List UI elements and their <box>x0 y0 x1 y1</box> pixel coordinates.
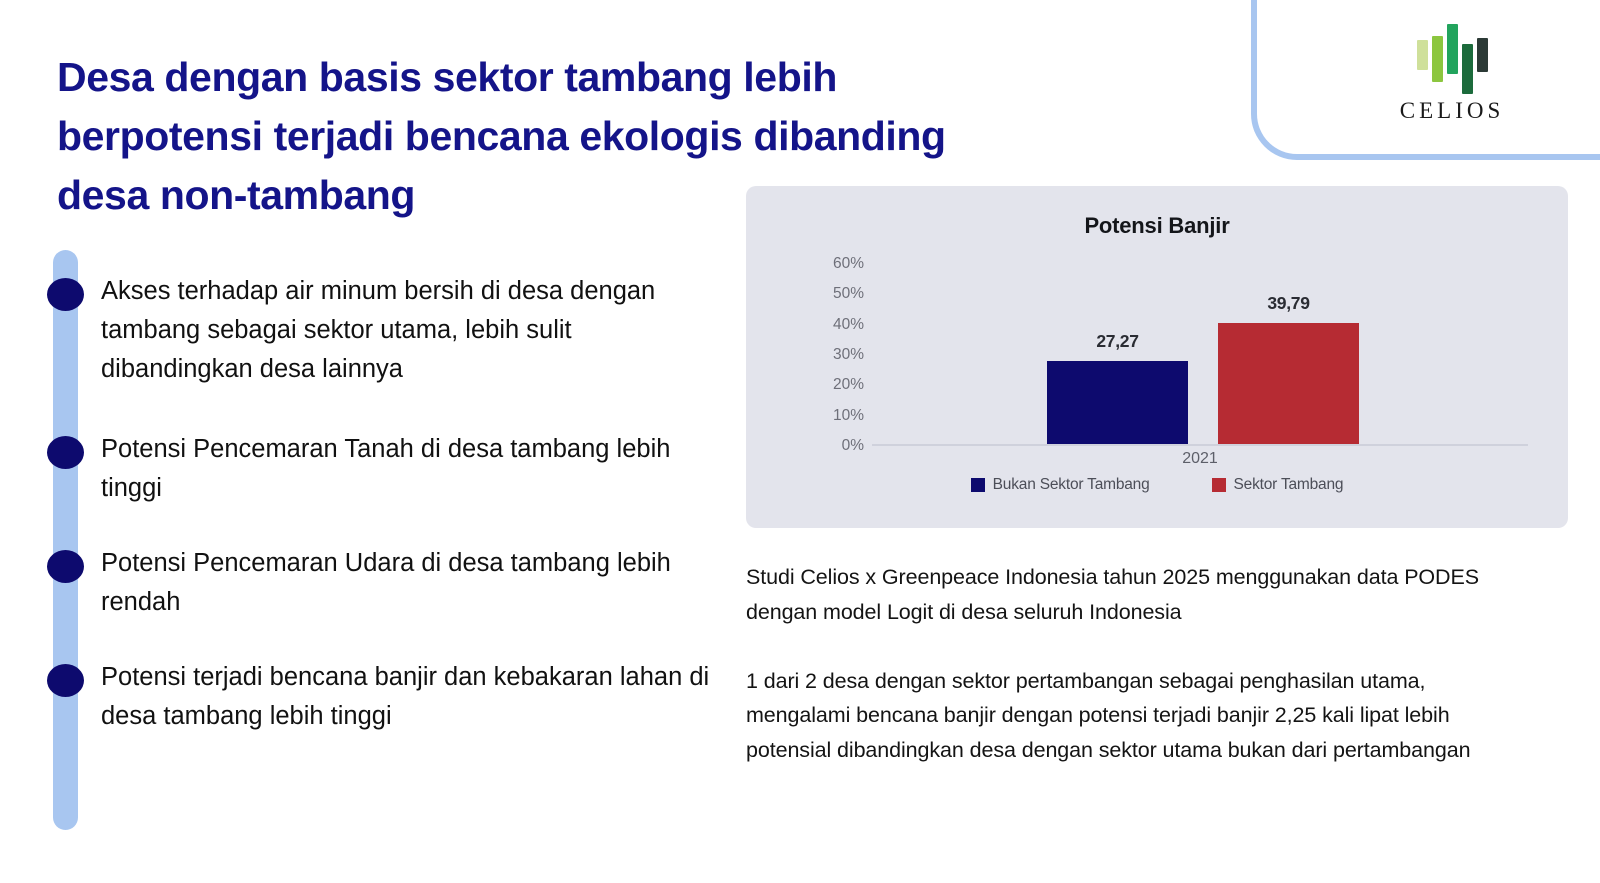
list-item: Akses terhadap air minum bersih di desa … <box>47 272 713 388</box>
list-item: Potensi terjadi bencana banjir dan kebak… <box>47 658 713 736</box>
bar-rect <box>1047 361 1188 444</box>
x-axis-tick-label: 2021 <box>1182 450 1218 467</box>
chart-bars-area: 27,27 39,79 <box>872 264 1528 446</box>
list-item-label: Potensi terjadi bencana banjir dan kebak… <box>101 663 710 730</box>
legend-label: Sektor Tambang <box>1233 476 1344 493</box>
list-item: Potensi Pencemaran Tanah di desa tambang… <box>47 430 713 508</box>
y-axis-tick-label: 10% <box>832 406 864 424</box>
findings-timeline: Akses terhadap air minum bersih di desa … <box>47 250 713 830</box>
legend-item-sektor-tambang: Sektor Tambang <box>1211 476 1344 494</box>
y-axis-tick-label: 40% <box>832 315 864 333</box>
bullet-dot-icon <box>47 664 84 697</box>
note-paragraph-methodology: Studi Celios x Greenpeace Indonesia tahu… <box>746 565 1479 624</box>
list-item: Potensi Pencemaran Udara di desa tambang… <box>47 544 713 622</box>
legend-item-bukan-sektor-tambang: Bukan Sektor Tambang <box>970 476 1150 494</box>
bar-value-label: 27,27 <box>1096 331 1139 352</box>
chart-legend: Bukan Sektor Tambang Sektor Tambang <box>746 476 1568 494</box>
y-axis-tick-label: 50% <box>832 285 864 303</box>
timeline-spine <box>53 250 78 830</box>
chart-title: Potensi Banjir <box>1084 213 1230 238</box>
legend-swatch-icon <box>1211 478 1226 492</box>
chart-panel: Potensi Banjir 60% 50% 40% 30% 20% 10% 0% 27,2… <box>746 186 1568 528</box>
bar-bukan-sektor-tambang: 27,27 <box>1047 331 1188 444</box>
list-item-label: Akses terhadap air minum bersih di desa … <box>101 277 656 383</box>
y-axis-tick-label: 20% <box>832 376 864 394</box>
bullet-dot-icon <box>47 550 84 583</box>
list-item-label: Potensi Pencemaran Udara di desa tambang… <box>101 549 671 616</box>
bullet-dot-icon <box>47 278 84 311</box>
y-axis-tick-label: 30% <box>832 346 864 363</box>
note-paragraph-finding: 1 dari 2 desa dengan sektor pertambangan… <box>746 668 1471 763</box>
bar-sektor-tambang: 39,79 <box>1218 293 1359 444</box>
legend-label: Bukan Sektor Tambang <box>992 476 1150 493</box>
chart-plot-area: 60% 50% 40% 30% 20% 10% 0% 27,27 39,79 2021 <box>806 255 1556 467</box>
celios-wordmark: CELIOS <box>1399 98 1505 123</box>
list-item-label: Potensi Pencemaran Tanah di desa tambang… <box>101 435 671 502</box>
methodology-notes: Studi Celios x Greenpeace Indonesia tahu… <box>746 560 1506 768</box>
y-axis-tick-label: 60% <box>832 255 864 272</box>
celios-bars-logo-icon <box>1372 24 1532 94</box>
bar-rect <box>1218 323 1359 444</box>
celios-logo: CELIOS <box>1372 24 1532 126</box>
page-title: Desa dengan basis sektor tambang lebih b… <box>57 54 946 219</box>
y-axis-tick-labels: 60% 50% 40% 30% 20% 10% 0% <box>806 255 864 454</box>
y-axis-tick-label: 0% <box>841 437 864 454</box>
bar-value-label: 39,79 <box>1267 293 1310 314</box>
legend-swatch-icon <box>970 478 985 492</box>
bullet-dot-icon <box>47 436 84 469</box>
